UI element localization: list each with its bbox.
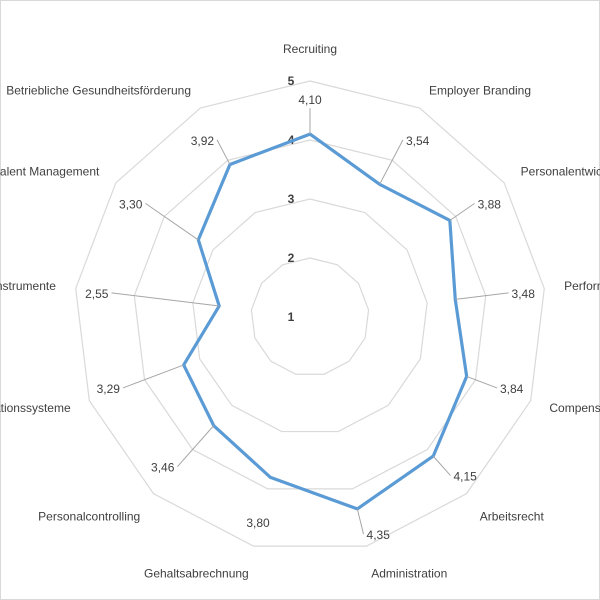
value-label: 3,29: [97, 382, 121, 396]
category-label: Personalentwick: [521, 165, 600, 179]
value-label: 4,35: [367, 528, 391, 542]
category-label: ationssysteme: [0, 401, 71, 415]
leader-line: [379, 139, 404, 185]
category-label: Recruiting: [283, 42, 337, 56]
leader-line: [466, 375, 498, 389]
category-label: Employer Branding: [429, 83, 531, 97]
leader-line: [356, 508, 365, 535]
category-label: Arbeitsrecht: [480, 510, 545, 524]
value-label: 3,48: [512, 287, 536, 301]
leader-line: [449, 202, 475, 221]
value-label: 3,54: [406, 134, 430, 148]
category-label: Perform: [564, 279, 600, 293]
grid-ring-5: [75, 80, 545, 547]
value-label: 3,88: [478, 197, 502, 211]
leader-line: [122, 364, 184, 389]
leader-line: [432, 455, 451, 476]
grid-ring-2: [250, 257, 370, 375]
axis-tick-label: 5: [288, 74, 295, 88]
category-label: Betriebliche Gesundheitsförderung: [6, 83, 191, 97]
category-label: Gehaltsabrechnung: [144, 567, 249, 581]
value-label: 3,46: [151, 461, 175, 475]
data-series-line: [182, 132, 469, 511]
value-label: 3,80: [246, 516, 270, 530]
leader-line: [216, 139, 231, 165]
value-label: 4,10: [298, 93, 322, 107]
leader-line: [145, 202, 199, 241]
category-label: Personalcontrolling: [38, 510, 140, 524]
axis-tick-label: 2: [288, 251, 295, 265]
leader-line: [177, 425, 215, 468]
value-label: 3,30: [119, 197, 143, 211]
value-label: 3,84: [500, 382, 524, 396]
leader-line: [111, 292, 220, 307]
category-label: Compensat: [549, 401, 600, 415]
value-label: 3,92: [191, 134, 215, 148]
axis-tick-label: 1: [288, 310, 295, 324]
category-label: Administration: [371, 567, 447, 581]
value-label: 2,55: [85, 287, 109, 301]
category-label: nstrumente: [0, 279, 56, 293]
grid-ring-4: [133, 139, 487, 490]
leader-line: [455, 292, 509, 300]
category-label: alent Management: [0, 165, 100, 179]
grid-ring-3: [192, 198, 428, 433]
value-label: 4,15: [453, 470, 477, 484]
axis-tick-label: 3: [288, 192, 295, 206]
